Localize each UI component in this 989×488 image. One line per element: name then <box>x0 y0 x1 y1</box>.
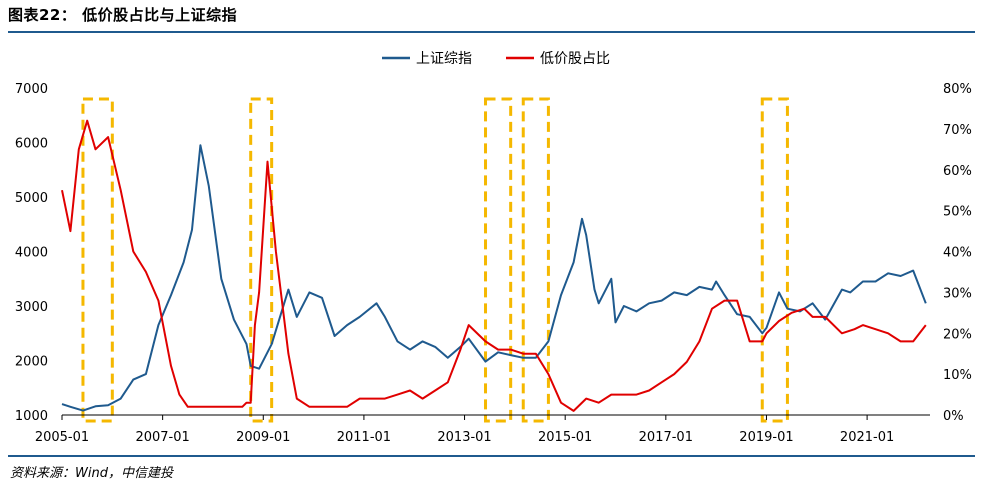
x-tick-label: 2009-01 <box>236 430 290 445</box>
highlight-box <box>484 97 513 423</box>
x-tick-label: 2013-01 <box>437 430 491 445</box>
y-left-tick-label: 2000 <box>15 355 48 370</box>
title-rule <box>8 31 975 33</box>
y-right-tick-label: 20% <box>943 327 972 342</box>
chart-legend: 上证综指 低价股占比 <box>382 51 610 67</box>
highlight-box <box>249 97 274 423</box>
x-tick-label: 2015-01 <box>538 430 592 445</box>
y-right-tick-label: 60% <box>943 164 972 179</box>
bottom-rule <box>8 455 975 457</box>
legend-label: 低价股占比 <box>540 51 610 67</box>
series-line-shanghai-index <box>61 144 927 412</box>
y-right-tick-label: 10% <box>943 368 972 383</box>
y-left-tick-label: 4000 <box>15 246 48 261</box>
y-right-tick-label: 0% <box>943 409 964 424</box>
source-note: 资料来源：Wind，中信建投 <box>10 466 173 481</box>
y-left-tick-label: 5000 <box>15 191 48 206</box>
highlight-box <box>521 97 550 423</box>
series-line-low-price-ratio <box>61 119 927 412</box>
y-right-tick-label: 70% <box>943 123 972 138</box>
y-right-tick-label: 80% <box>943 82 972 97</box>
y-right-tick-label: 40% <box>943 246 972 261</box>
y-right-tick-label: 50% <box>943 205 972 220</box>
y-left-tick-label: 1000 <box>15 409 48 424</box>
y-left-tick-label: 7000 <box>15 82 48 97</box>
highlight-box <box>760 97 789 423</box>
x-tick-label: 2005-01 <box>35 430 89 445</box>
highlight-periods <box>81 97 789 423</box>
y-left-tick-label: 3000 <box>15 300 48 315</box>
x-tick-label: 2017-01 <box>639 430 693 445</box>
x-tick-label: 2011-01 <box>337 430 391 445</box>
y-right-tick-label: 30% <box>943 286 972 301</box>
y-left-tick-label: 6000 <box>15 137 48 152</box>
chart-axes: 2005-01 2007-01 2009-01 2011-01 2013-01 2015-… <box>15 82 972 445</box>
x-tick-label: 2021-01 <box>840 430 894 445</box>
chart-series <box>61 119 927 412</box>
legend-label: 上证综指 <box>416 51 472 67</box>
x-tick-label: 2007-01 <box>135 430 189 445</box>
x-tick-label: 2019-01 <box>739 430 793 445</box>
figure-title: 图表22： 低价股占比与上证综指 <box>8 6 238 24</box>
